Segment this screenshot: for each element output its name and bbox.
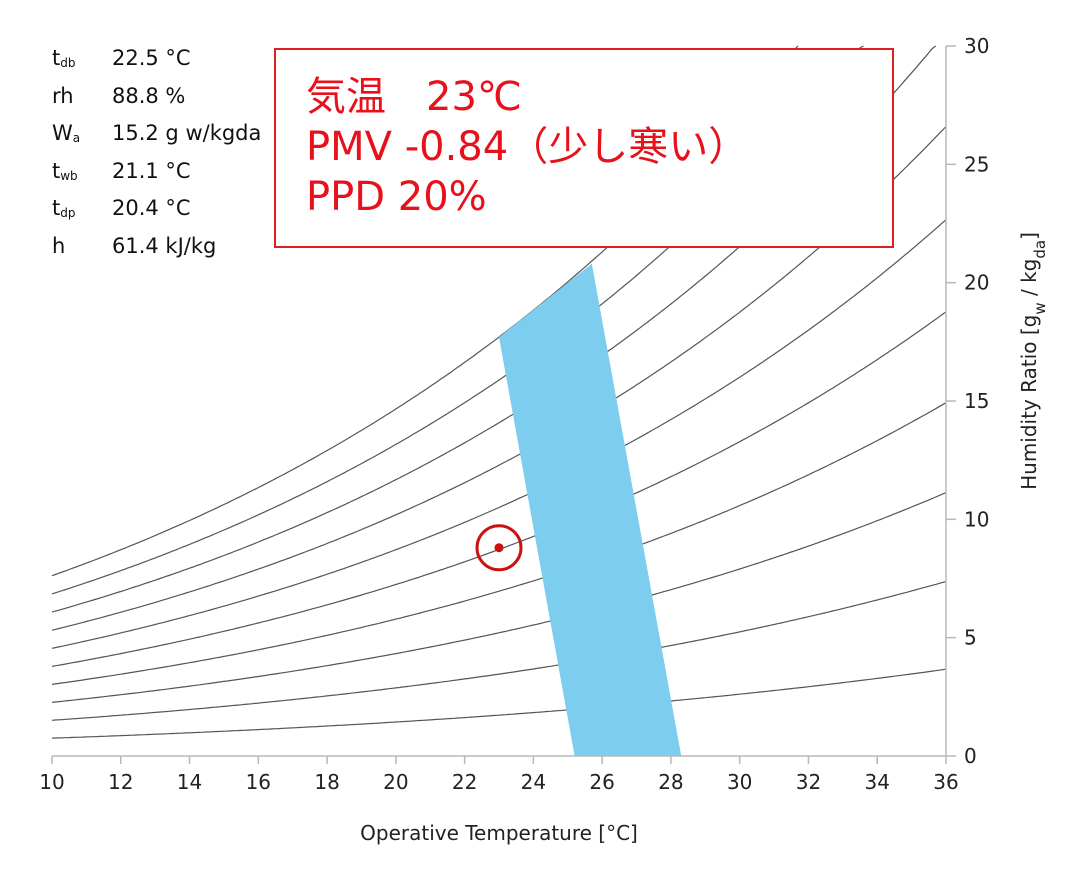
pmv-callout: 気温 23℃ PMV -0.84（少し寒い） PPD 20% (274, 48, 894, 248)
rh-curve (51, 126, 947, 631)
y-axis-label: Humidity Ratio [gw / kgda] (1017, 232, 1049, 490)
x-axis-label: Operative Temperature [°C] (360, 821, 638, 845)
readout-row: h 61.4 kJ/kg (52, 233, 217, 258)
x-tick-label: 18 (314, 770, 339, 794)
rh-curve (51, 311, 947, 667)
readout-row: tdp 20.4 °C (52, 196, 191, 220)
readout-row: twb 21.1 °C (52, 158, 191, 183)
callout-ppd: PPD 20% (306, 174, 487, 220)
rh-curve (51, 402, 947, 685)
state-readout: tdb 22.5 °C rh 88.8 % Wa 15.2 g w/kgda t… (52, 40, 261, 265)
callout-temperature: 気温 23℃ (306, 74, 522, 120)
readout-row: tdb 22.5 °C (52, 46, 191, 70)
marker-ring (475, 524, 523, 572)
y-tick-label: 20 (964, 271, 989, 295)
marker-dot (494, 543, 504, 553)
x-tick-label: 36 (933, 770, 958, 794)
x-tick-label: 10 (39, 770, 64, 794)
readout-row: rh 88.8 % (52, 83, 186, 108)
y-tick-label: 10 (964, 507, 989, 531)
y-tick-label: 25 (964, 152, 989, 176)
x-tick-label: 28 (658, 770, 683, 794)
x-tick-label: 32 (796, 770, 821, 794)
x-tick-label: 14 (177, 770, 202, 794)
rh-curve (51, 219, 947, 649)
x-tick-label: 20 (383, 770, 408, 794)
rh-curve (51, 492, 947, 703)
callout-pmv: PMV -0.84（少し寒い） (306, 124, 749, 170)
rh-curve (51, 668, 947, 739)
rh-curve (51, 580, 947, 721)
x-tick-label: 24 (521, 770, 546, 794)
x-tick-label: 30 (727, 770, 752, 794)
x-tick-label: 34 (865, 770, 890, 794)
x-tick-label: 22 (452, 770, 477, 794)
comfort-zone (499, 263, 682, 756)
x-tick-label: 12 (108, 770, 133, 794)
x-tick-label: 26 (589, 770, 614, 794)
y-tick-label: 30 (964, 34, 989, 58)
x-tick-label: 16 (246, 770, 271, 794)
operating-point-marker (475, 524, 523, 572)
axes: 10 12 14 16 18 20 22 24 26 28 30 32 34 360 5 10 15 20 25 30 (39, 34, 989, 794)
y-tick-label: 15 (964, 389, 989, 413)
readout-row: Wa 15.2 g w/kgda (52, 121, 262, 145)
y-tick-label: 5 (964, 626, 977, 650)
y-tick-label: 0 (964, 744, 977, 768)
